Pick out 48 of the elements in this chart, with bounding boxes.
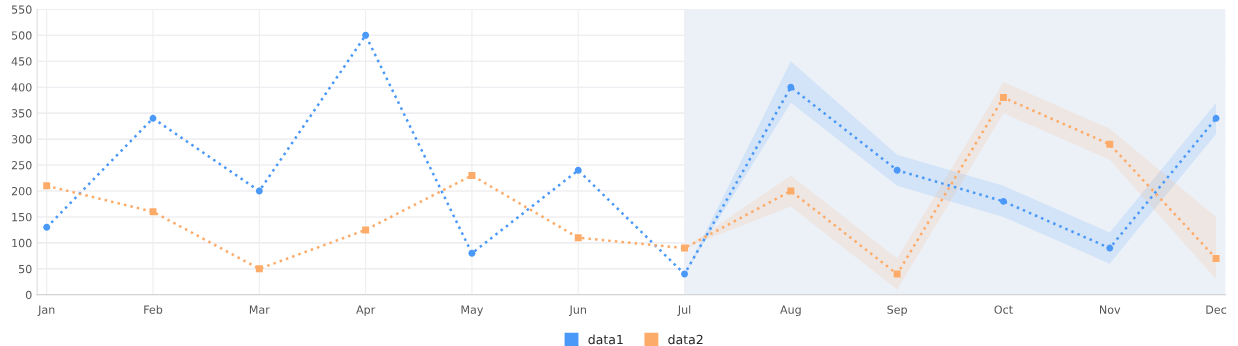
x-tick-label: Jul <box>677 305 691 316</box>
x-tick-label: Oct <box>994 305 1013 314</box>
point <box>681 244 688 252</box>
x-tick-label: Jan <box>37 305 55 316</box>
x-tick-label: Mar <box>249 305 270 314</box>
point <box>787 83 795 91</box>
y-tick-label: 300 <box>11 135 32 144</box>
point <box>1212 114 1220 122</box>
point <box>1212 254 1220 262</box>
point <box>468 249 476 257</box>
x-tick-label: May <box>461 305 484 316</box>
y-tick-label: 350 <box>11 109 32 118</box>
point <box>43 223 51 231</box>
point <box>468 171 476 179</box>
x-tick-label: Feb <box>144 305 163 314</box>
point <box>1106 244 1114 252</box>
y-tick-label: 550 <box>11 5 32 14</box>
y-tick-label: 450 <box>11 57 32 66</box>
point <box>255 187 263 195</box>
point <box>893 270 901 278</box>
y-tick-label: 150 <box>12 212 32 222</box>
legend-label: data1 <box>588 334 623 345</box>
x-tick-label: Jun <box>568 305 586 316</box>
point <box>893 166 901 174</box>
y-tick-label: 100 <box>12 238 32 248</box>
y-tick-label: 250 <box>11 161 32 170</box>
x-tick-label: Apr <box>356 305 376 316</box>
legend-label: data2 <box>668 334 703 345</box>
point <box>255 265 263 273</box>
point <box>362 31 370 39</box>
point <box>574 234 582 242</box>
point <box>43 182 51 190</box>
x-tick-label: Aug <box>780 305 801 316</box>
point <box>149 114 157 122</box>
point <box>362 226 370 234</box>
point <box>574 166 582 174</box>
y-tick-label: 400 <box>11 83 32 92</box>
y-tick-label: 0 <box>25 290 32 300</box>
y-tick-label: 200 <box>11 186 32 196</box>
point <box>1106 140 1114 148</box>
point <box>681 270 688 278</box>
point <box>999 197 1007 205</box>
y-tick-label: 50 <box>19 264 32 274</box>
point <box>999 94 1007 102</box>
x-tick-label: Nov <box>1099 305 1121 314</box>
x-tick-label: Dec <box>1206 305 1227 314</box>
x-tick-label: Sep <box>887 305 907 316</box>
y-tick-label: 500 <box>11 31 32 40</box>
